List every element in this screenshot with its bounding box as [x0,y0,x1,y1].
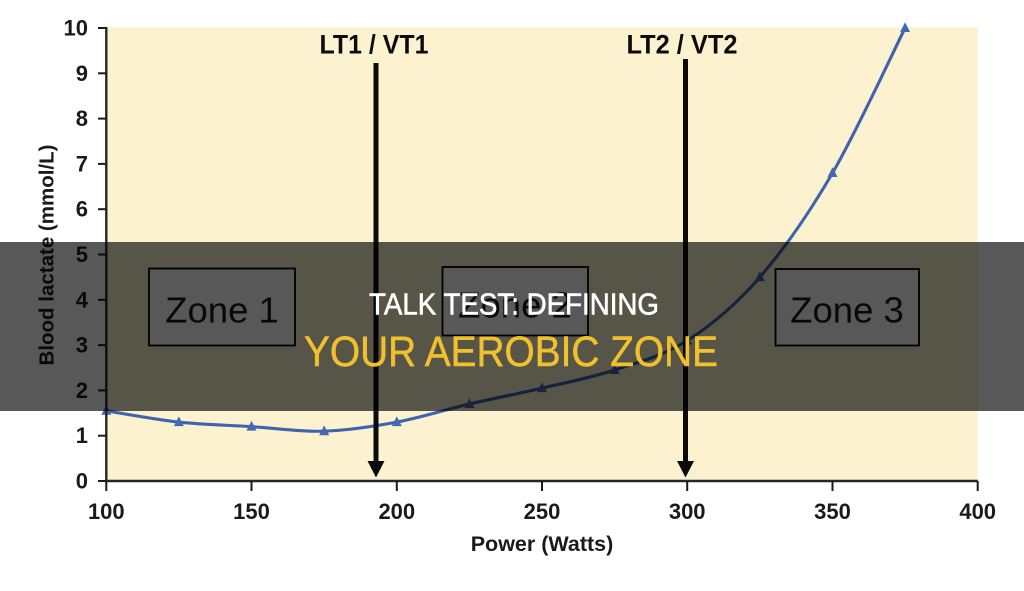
svg-text:6: 6 [76,197,88,222]
svg-text:10: 10 [64,16,88,41]
svg-text:YOUR AEROBIC ZONE: YOUR AEROBIC ZONE [304,328,718,376]
svg-text:200: 200 [378,499,415,524]
svg-text:LT2 / VT2: LT2 / VT2 [627,30,738,60]
svg-text:Power (Watts): Power (Watts) [471,532,614,556]
svg-text:0: 0 [76,469,88,494]
svg-text:1: 1 [76,423,88,448]
svg-text:300: 300 [669,499,706,524]
svg-text:7: 7 [76,151,88,176]
svg-text:9: 9 [76,61,88,86]
svg-text:TALK TEST: DEFINING: TALK TEST: DEFINING [369,288,659,322]
svg-text:400: 400 [959,499,996,524]
svg-text:350: 350 [814,499,851,524]
svg-text:150: 150 [233,499,270,524]
svg-text:LT1 / VT1: LT1 / VT1 [320,30,429,60]
svg-text:100: 100 [88,499,125,524]
svg-text:8: 8 [76,106,88,131]
svg-text:250: 250 [524,499,561,524]
